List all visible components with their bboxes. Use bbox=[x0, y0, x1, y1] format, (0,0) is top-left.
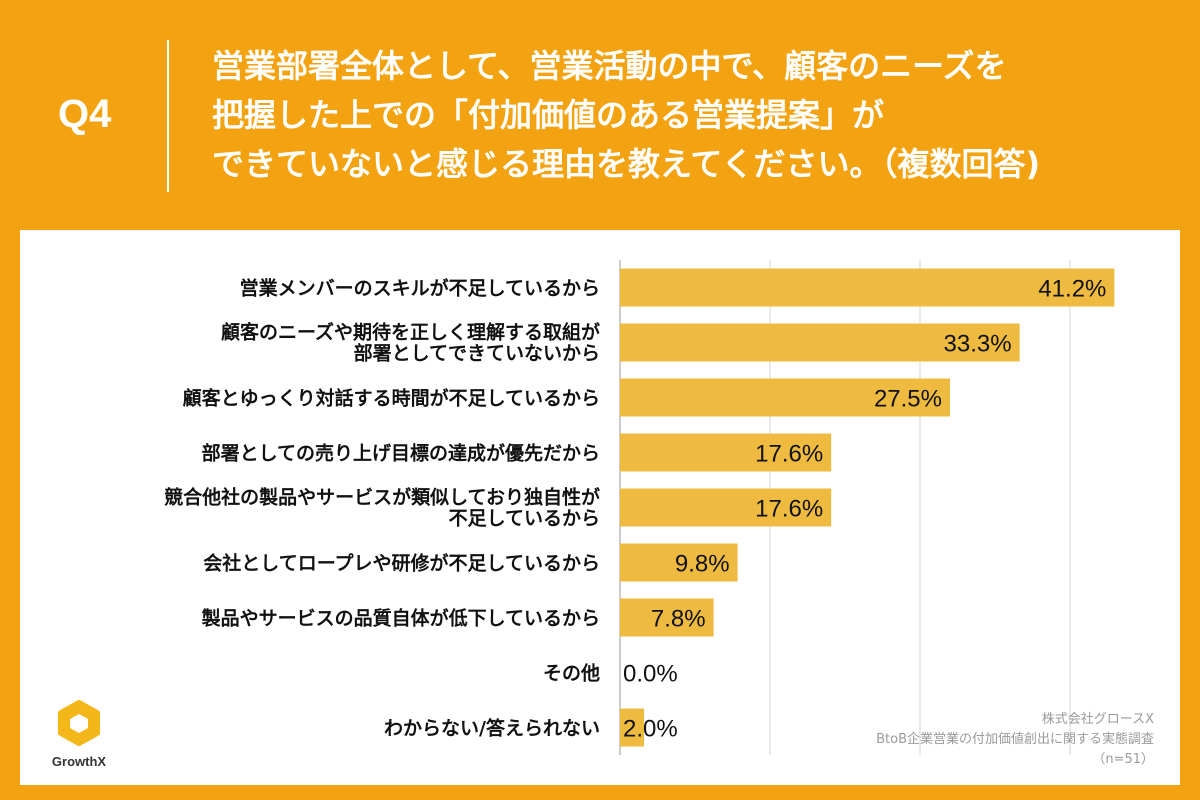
category-label-4: 部署としての売り上げ目標の達成が優先だから bbox=[202, 442, 600, 465]
category-label-9: わからない/答えられない bbox=[384, 717, 600, 740]
data-label-4: 17.6% bbox=[755, 441, 823, 468]
bar-chart: 41.2% 営業メンバーのスキルが不足しているから 33.3% 顧客のニーズや期待を正… bbox=[164, 260, 1115, 755]
bar-5 bbox=[620, 488, 832, 527]
chart-panel: 41.2% 営業メンバーのスキルが不足しているから 33.3% 顧客のニーズや期待を正… bbox=[20, 230, 1180, 785]
category-label-2-line-2: 部署としてできていないから bbox=[354, 342, 600, 365]
data-label-9: 2.0% bbox=[623, 716, 678, 743]
question-text: 営業部署全体として、営業活動の中で、顧客のニーズを 把握した上での「付加価値のあ… bbox=[212, 42, 1172, 189]
data-label-8: 0.0% bbox=[623, 661, 678, 688]
growthx-logo-icon bbox=[58, 700, 100, 746]
data-label-6: 9.8% bbox=[675, 551, 730, 578]
growthx-logo: GrowthX bbox=[34, 700, 124, 769]
question-line-1: 営業部署全体として、営業活動の中で、顧客のニーズを bbox=[212, 47, 1007, 85]
category-label-5-line-1: 競合他社の製品やサービスが類似しており独自性が bbox=[164, 486, 600, 509]
bar-7 bbox=[620, 598, 714, 637]
company-name: 株式会社グロースX bbox=[1041, 712, 1154, 727]
bar-3 bbox=[620, 378, 950, 417]
header-divider bbox=[167, 40, 169, 192]
bar-2 bbox=[620, 323, 1020, 362]
question-line-2: 把握した上での「付加価値のある営業提案」が bbox=[212, 96, 885, 134]
sample-size: （n=51） bbox=[1092, 752, 1154, 767]
logo-text: GrowthX bbox=[51, 754, 107, 769]
source-note: 株式会社グロースX BtoB企業営業の付加価値創出に関する実態調査 （n=51） bbox=[876, 710, 1154, 770]
category-label-8: その他 bbox=[543, 662, 600, 685]
data-label-3: 27.5% bbox=[874, 386, 942, 413]
data-label-1: 41.2% bbox=[1038, 276, 1106, 303]
category-label-2-line-1: 顧客のニーズや期待を正しく理解する取組が bbox=[221, 321, 600, 344]
category-label-6: 会社としてロープレや研修が不足しているから bbox=[203, 552, 600, 575]
data-label-5: 17.6% bbox=[755, 496, 823, 523]
data-label-7: 7.8% bbox=[651, 606, 706, 633]
data-label-2: 33.3% bbox=[944, 331, 1012, 358]
category-label-5-line-2: 不足しているから bbox=[449, 508, 600, 530]
category-label-7: 製品やサービスの品質自体が低下しているから bbox=[201, 607, 600, 630]
category-label-1: 営業メンバーのスキルが不足しているから bbox=[240, 277, 600, 300]
survey-name: BtoB企業営業の付加価値創出に関する実態調査 bbox=[876, 732, 1154, 747]
question-number: Q4 bbox=[58, 92, 112, 136]
bar-1 bbox=[620, 268, 1115, 307]
bar-9 bbox=[620, 708, 644, 747]
bar-6 bbox=[620, 543, 738, 582]
question-line-3: できていないと感じる理由を教えてください。（複数回答) bbox=[212, 145, 1041, 183]
category-label-3: 顧客とゆっくり対話する時間が不足しているから bbox=[183, 387, 600, 410]
bar-4 bbox=[620, 433, 832, 472]
